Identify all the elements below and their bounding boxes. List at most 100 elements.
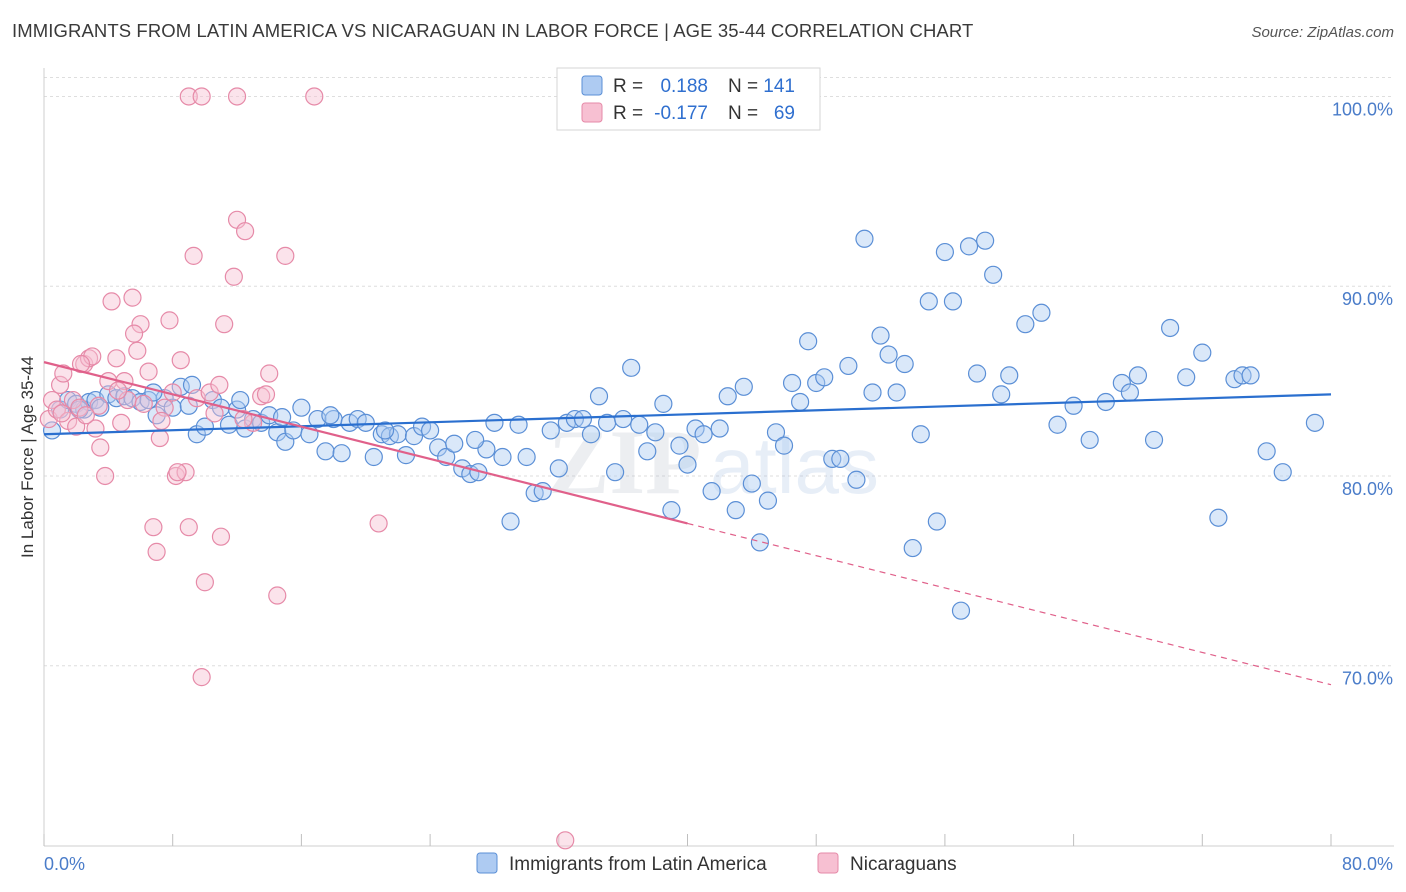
point-immigrants-100: [839, 356, 858, 376]
point-nicaraguans-67: [76, 406, 95, 425]
point-immigrants-78: [662, 501, 681, 520]
legend-n-value-blue: 141: [763, 76, 795, 97]
legend-r-label-blue: R =: [613, 76, 643, 97]
point-nicaraguans-42: [211, 527, 231, 546]
point-immigrants-76: [646, 423, 665, 442]
point-nicaraguans-59: [89, 396, 108, 415]
point-immigrants-115: [959, 237, 979, 256]
legend-swatch-pink: [581, 102, 603, 123]
point-nicaraguans-44: [224, 267, 243, 286]
point-immigrants-57: [493, 447, 512, 467]
legend-n-label-pink: N =: [728, 103, 758, 124]
point-nicaraguans-50: [268, 586, 287, 605]
source-credit: Source: ZipAtlas.com: [1251, 24, 1394, 41]
point-immigrants-60: [517, 447, 536, 467]
point-nicaraguans-23: [131, 315, 150, 334]
point-immigrants-72: [614, 409, 633, 429]
point-immigrants-73: [622, 358, 641, 377]
trend-line-nicaraguans-solid: [43, 361, 688, 525]
point-immigrants-75: [638, 442, 657, 461]
point-immigrants-125: [1080, 430, 1099, 450]
point-immigrants-67: [573, 409, 593, 429]
point-immigrants-58: [501, 512, 520, 531]
chart-title: IMMIGRANTS FROM LATIN AMERICA VS NICARAG…: [12, 20, 974, 41]
point-immigrants-74: [630, 415, 649, 434]
point-nicaraguans-40: [200, 383, 219, 402]
point-nicaraguans-1: [42, 390, 62, 410]
point-immigrants-130: [1144, 430, 1164, 450]
point-immigrants-87: [734, 377, 753, 396]
series-legend-label-blue: Immigrants from Latin America: [509, 854, 767, 875]
point-immigrants-146: [321, 406, 340, 425]
point-immigrants-105: [879, 345, 898, 364]
point-immigrants-118: [984, 265, 1003, 284]
legend-r-value-blue: 0.188: [660, 76, 708, 97]
point-nicaraguans-4: [54, 364, 73, 383]
point-immigrants-95: [799, 332, 818, 351]
point-nicaraguans-26: [144, 518, 163, 537]
point-nicaraguans-66: [52, 404, 71, 423]
point-immigrants-90: [758, 491, 778, 510]
point-immigrants-77: [654, 394, 673, 413]
point-nicaraguans-62: [168, 463, 187, 482]
point-nicaraguans-53: [192, 87, 211, 106]
trend-line-nicaraguans-dashed: [687, 522, 1332, 686]
point-immigrants-79: [670, 436, 689, 455]
stats-legend: R = 0.188 N = 141 R = -0.177 N = 69: [556, 67, 821, 131]
point-immigrants-114: [951, 601, 971, 620]
legend-swatch-blue: [581, 75, 603, 96]
point-immigrants-86: [726, 501, 745, 520]
point-immigrants-117: [976, 231, 995, 250]
point-immigrants-97: [815, 368, 834, 387]
point-immigrants-68: [581, 425, 601, 444]
trend-line-immigrants: [43, 393, 1332, 436]
point-nicaraguans-14: [96, 466, 115, 486]
point-immigrants-113: [943, 292, 963, 311]
point-immigrants-20: [195, 417, 214, 436]
point-nicaraguans-46: [235, 222, 255, 241]
legend-n-value-pink: 69: [774, 103, 795, 124]
point-immigrants-119: [992, 385, 1011, 404]
point-immigrants-116: [967, 364, 987, 383]
point-immigrants-129: [1128, 366, 1148, 385]
point-nicaraguans-65: [256, 385, 276, 404]
point-nicaraguans-49: [260, 364, 279, 383]
point-immigrants-148: [466, 430, 485, 450]
point-immigrants-122: [1032, 303, 1051, 322]
watermark-atlas: atlas: [710, 421, 879, 510]
point-immigrants-84: [710, 419, 729, 438]
point-immigrants-37: [332, 444, 351, 463]
point-immigrants-124: [1064, 396, 1083, 415]
point-immigrants-128: [1120, 383, 1140, 402]
point-immigrants-89: [750, 533, 769, 552]
point-nicaraguans-63: [210, 375, 229, 394]
point-immigrants-134: [1209, 508, 1228, 527]
point-nicaraguans-33: [171, 351, 190, 370]
point-immigrants-63: [541, 421, 560, 440]
trend-lines: [43, 361, 1332, 686]
y-tick-labels: 70.0% 80.0% 90.0% 100.0%: [1332, 99, 1393, 688]
point-immigrants-144: [231, 390, 250, 410]
point-immigrants-106: [887, 383, 906, 402]
point-immigrants-103: [863, 383, 882, 402]
point-immigrants-40: [356, 413, 375, 432]
point-nicaraguans-38: [192, 668, 211, 687]
series-legend-swatch-blue: [476, 852, 498, 874]
point-immigrants-140: [1305, 413, 1325, 432]
point-immigrants-108: [903, 538, 922, 558]
legend-n-label-blue: N =: [728, 76, 758, 97]
point-immigrants-107: [895, 354, 914, 374]
y-tick-label-70: 70.0%: [1342, 669, 1393, 689]
point-nicaraguans-17: [107, 349, 126, 368]
point-immigrants-112: [935, 242, 955, 262]
x-tick-label-min: 0.0%: [44, 854, 85, 874]
point-immigrants-92: [774, 436, 794, 455]
point-nicaraguans-68: [108, 381, 128, 400]
series-nicaraguans-points: [39, 87, 575, 850]
point-nicaraguans-51: [276, 246, 295, 265]
x-tick-label-max: 80.0%: [1342, 854, 1393, 874]
point-immigrants-138: [1257, 442, 1276, 461]
point-immigrants-123: [1048, 415, 1067, 434]
point-immigrants-83: [702, 482, 721, 501]
legend-r-value-pink: -0.177: [654, 103, 708, 124]
